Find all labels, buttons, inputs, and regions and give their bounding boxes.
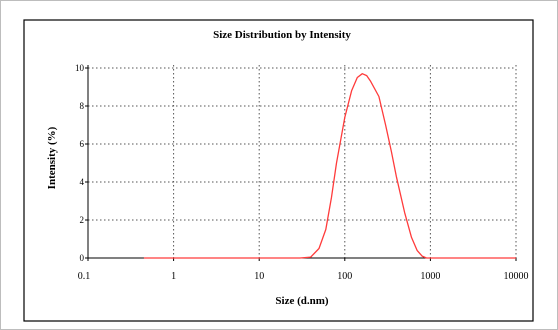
x-tick-label: 1 — [171, 271, 176, 282]
data-series — [143, 73, 516, 259]
x-tick-labels: 0.1 1 10 100 1000 10000 — [78, 271, 529, 282]
y-tick-label: 0 — [80, 253, 85, 263]
x-tick-label: 100 — [337, 271, 352, 282]
x-axis-label: Size (d.nm) — [275, 295, 329, 307]
y-axis-label: Intensity (%) — [46, 126, 58, 189]
y-tick-label: 6 — [80, 139, 85, 149]
y-tick-label: 8 — [80, 101, 85, 111]
series-line — [143, 73, 516, 259]
x-tick-label: 1000 — [420, 271, 440, 282]
x-tick-label: 10 — [254, 271, 264, 282]
figure-border — [23, 19, 534, 322]
y-tick-label: 4 — [80, 177, 85, 187]
x-tick-label: 10000 — [504, 271, 529, 282]
y-tick-label: 10 — [75, 63, 85, 73]
chart-title: Size Distribution by Intensity — [213, 29, 351, 41]
x-tick-label: 0.1 — [78, 271, 91, 282]
y-tick-labels: 0 2 4 6 8 10 — [75, 63, 85, 263]
y-tick-label: 2 — [80, 215, 85, 225]
